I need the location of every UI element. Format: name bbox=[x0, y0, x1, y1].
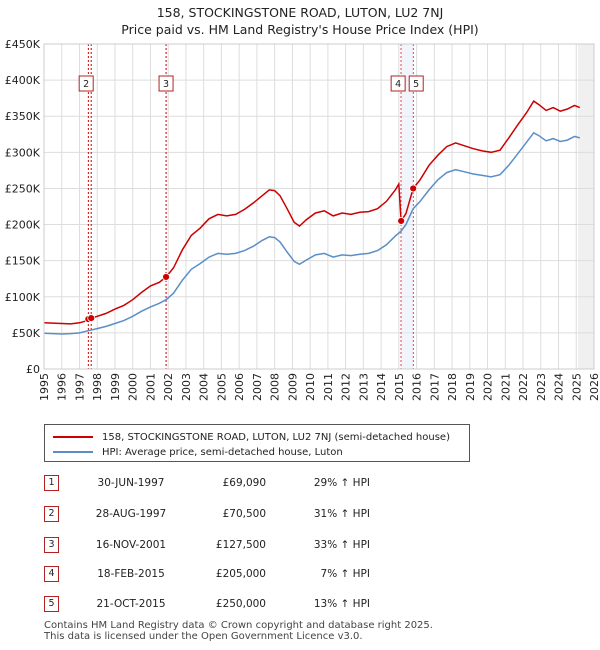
y-tick-label: £50K bbox=[12, 327, 41, 340]
x-tick-label: 2000 bbox=[127, 373, 140, 401]
x-tick-label: 2026 bbox=[588, 373, 600, 401]
y-tick-label: £350K bbox=[5, 110, 41, 123]
sale-point bbox=[397, 217, 406, 225]
x-tick-label: 2002 bbox=[162, 373, 175, 401]
footer-copyright: Contains HM Land Registry data © Crown c… bbox=[44, 620, 433, 631]
sale-marker-label: 3 bbox=[163, 79, 169, 90]
x-tick-label: 2010 bbox=[304, 373, 317, 401]
x-tick-label: 2024 bbox=[553, 373, 566, 401]
title-line-1: 158, STOCKINGSTONE ROAD, LUTON, LU2 7NJ bbox=[156, 5, 444, 20]
sale-number: 3 bbox=[44, 537, 59, 553]
sale-date: 16-NOV-2001 bbox=[95, 539, 167, 551]
sale-price: £250,000 bbox=[215, 598, 266, 610]
x-tick-label: 2018 bbox=[446, 373, 459, 401]
x-tick-label: 2012 bbox=[340, 373, 353, 401]
sale-point bbox=[87, 314, 96, 322]
x-tick-label: 2003 bbox=[180, 373, 193, 401]
x-tick-label: 2011 bbox=[322, 373, 335, 401]
sale-marker-box bbox=[408, 75, 424, 92]
sale-hpi: 7% ↑ HPI bbox=[320, 568, 370, 580]
plot-area bbox=[44, 44, 594, 369]
property-price-line bbox=[43, 100, 581, 325]
sale-row: 2 28-AUG-1997 £70,500 31% ↑ HPI bbox=[0, 506, 600, 526]
sale-number: 1 bbox=[44, 475, 59, 491]
sale-number: 4 bbox=[44, 566, 59, 582]
x-tick-label: 2009 bbox=[286, 373, 299, 401]
legend-item-property: 158, STOCKINGSTONE ROAD, LUTON, LU2 7NJ … bbox=[53, 430, 450, 444]
sale-hpi: 13% ↑ HPI bbox=[313, 598, 370, 610]
sale-hpi: 31% ↑ HPI bbox=[313, 508, 370, 520]
sale-price: £69,090 bbox=[222, 477, 266, 489]
legend-swatch-hpi bbox=[53, 451, 93, 453]
y-tick-label: £250K bbox=[5, 182, 41, 195]
y-tick-label: £150K bbox=[5, 255, 41, 268]
x-tick-label: 1996 bbox=[56, 373, 69, 401]
x-tick-label: 2001 bbox=[144, 373, 157, 401]
x-tick-label: 2016 bbox=[411, 373, 424, 401]
x-tick-label: 2025 bbox=[570, 373, 583, 401]
x-tick-label: 2005 bbox=[215, 373, 228, 401]
hpi-line bbox=[43, 131, 581, 335]
x-tick-label: 1997 bbox=[73, 373, 86, 401]
y-tick-label: £0 bbox=[26, 363, 40, 376]
y-tick-label: £400K bbox=[5, 74, 41, 87]
x-tick-label: 1999 bbox=[109, 373, 122, 401]
x-tick-label: 1995 bbox=[38, 373, 51, 401]
x-tick-label: 2022 bbox=[517, 373, 530, 401]
x-tick-label: 2023 bbox=[535, 373, 548, 401]
sale-row: 1 30-JUN-1997 £69,090 29% ↑ HPI bbox=[0, 475, 600, 495]
sale-number: 5 bbox=[44, 596, 59, 612]
plot-frame bbox=[43, 43, 595, 370]
sale-price: £127,500 bbox=[215, 539, 266, 551]
sale-marker-label: 2 bbox=[83, 79, 89, 90]
sale-marker-label: 5 bbox=[413, 79, 419, 90]
legend-item-hpi: HPI: Average price, semi-detached house,… bbox=[53, 445, 343, 459]
sale-date: 18-FEB-2015 bbox=[97, 568, 165, 580]
footer: Contains HM Land Registry data © Crown c… bbox=[44, 620, 433, 642]
x-tick-label: 2015 bbox=[393, 373, 406, 401]
x-tick-label: 2021 bbox=[499, 373, 512, 401]
sale-price: £70,500 bbox=[222, 508, 266, 520]
legend-swatch-property bbox=[53, 436, 93, 438]
y-tick-label: £300K bbox=[5, 146, 41, 159]
x-tick-label: 2004 bbox=[198, 373, 211, 401]
sale-marker-box bbox=[78, 75, 94, 92]
title-line-2: Price paid vs. HM Land Registry's House … bbox=[121, 22, 479, 37]
sale-point bbox=[409, 184, 418, 193]
y-tick-label: £450K bbox=[5, 38, 41, 51]
sale-marker-label: 4 bbox=[395, 79, 401, 90]
sale-number: 2 bbox=[44, 506, 59, 522]
y-tick-label: £200K bbox=[5, 219, 41, 232]
x-tick-label: 2014 bbox=[375, 373, 388, 401]
sale-date: 28-AUG-1997 bbox=[95, 508, 167, 520]
sale-marker-box bbox=[390, 75, 406, 92]
sale-price: £205,000 bbox=[215, 568, 266, 580]
sale-date: 30-JUN-1997 bbox=[97, 477, 165, 489]
x-tick-label: 2019 bbox=[464, 373, 477, 401]
sale-point bbox=[162, 273, 170, 281]
legend-label-property: 158, STOCKINGSTONE ROAD, LUTON, LU2 7NJ … bbox=[102, 431, 450, 443]
sale-row: 4 18-FEB-2015 £205,000 7% ↑ HPI bbox=[0, 566, 600, 586]
sale-row: 3 16-NOV-2001 £127,500 33% ↑ HPI bbox=[0, 537, 600, 557]
sale-hpi: 29% ↑ HPI bbox=[313, 477, 370, 489]
sale-hpi: 33% ↑ HPI bbox=[313, 539, 370, 551]
future-region bbox=[578, 44, 594, 369]
chart-legend: 158, STOCKINGSTONE ROAD, LUTON, LU2 7NJ … bbox=[44, 424, 470, 462]
sale-date: 21-OCT-2015 bbox=[96, 598, 166, 610]
sale-band bbox=[401, 44, 414, 369]
x-tick-label: 1998 bbox=[91, 373, 104, 401]
y-tick-label: £100K bbox=[5, 291, 41, 304]
x-tick-label: 2013 bbox=[357, 373, 370, 401]
footer-license: This data is licensed under the Open Gov… bbox=[44, 631, 363, 642]
legend-label-hpi: HPI: Average price, semi-detached house,… bbox=[102, 446, 343, 458]
x-tick-label: 2017 bbox=[428, 373, 441, 401]
chart-title: 158, STOCKINGSTONE ROAD, LUTON, LU2 7NJ … bbox=[0, 4, 600, 38]
x-tick-label: 2006 bbox=[233, 373, 246, 401]
sale-marker-box bbox=[158, 75, 174, 92]
price-chart: 2 3 4 5 £0 £50K £100K £150K £200K £250K £300K £350K… bbox=[5, 38, 600, 401]
sale-row: 5 21-OCT-2015 £250,000 13% ↑ HPI bbox=[0, 596, 600, 616]
x-tick-label: 2020 bbox=[482, 373, 495, 401]
x-tick-label: 2007 bbox=[251, 373, 264, 401]
x-tick-label: 2008 bbox=[269, 373, 282, 401]
